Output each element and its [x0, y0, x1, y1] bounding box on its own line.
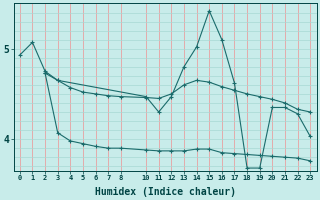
X-axis label: Humidex (Indice chaleur): Humidex (Indice chaleur) — [94, 186, 236, 197]
